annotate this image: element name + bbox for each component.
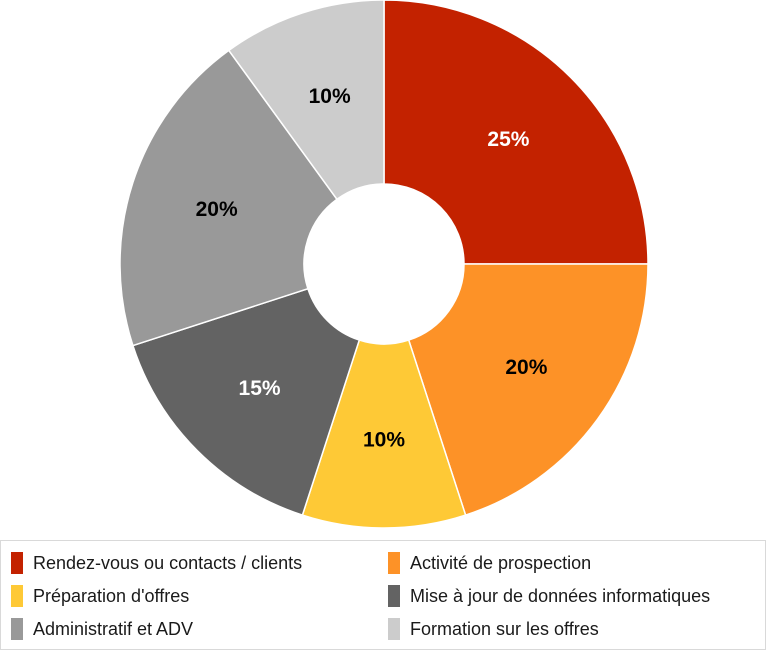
data-labels-group: 25% 20% 10% 15% 20% 10% xyxy=(196,85,548,451)
legend-item: Rendez-vous ou contacts / clients xyxy=(11,551,302,575)
legend-label: Administratif et ADV xyxy=(33,618,194,639)
legend-swatch xyxy=(388,585,400,607)
legend-label: Mise à jour de données informatiques xyxy=(410,585,711,606)
legend-swatch xyxy=(388,552,400,574)
legend-item: Préparation d'offres xyxy=(11,584,189,608)
legend-item: Mise à jour de données informatiques xyxy=(388,584,710,608)
legend-label: Préparation d'offres xyxy=(33,585,190,606)
data-label: 10% xyxy=(363,429,405,452)
legend: Rendez-vous ou contacts / clients Activit… xyxy=(0,540,766,650)
donut-chart: 25% 20% 10% 15% 20% 10% xyxy=(119,0,649,529)
legend-swatch xyxy=(11,552,23,574)
legend-label: Activité de prospection xyxy=(410,552,592,573)
data-label: 25% xyxy=(487,128,529,151)
legend-item: Formation sur les offres xyxy=(388,617,599,641)
legend-label: Formation sur les offres xyxy=(410,618,599,639)
pie-slice xyxy=(407,263,649,517)
legend-item: Activité de prospection xyxy=(388,551,591,575)
legend-item: Administratif et ADV xyxy=(11,617,193,641)
legend-swatch xyxy=(388,618,400,640)
legend-label: Rendez-vous ou contacts / clients xyxy=(33,552,303,573)
pie-slice xyxy=(131,287,361,517)
pie-slice xyxy=(227,0,385,201)
data-label: 10% xyxy=(309,85,351,108)
legend-swatch xyxy=(11,585,23,607)
data-label: 20% xyxy=(505,356,547,379)
slices-group xyxy=(119,0,649,529)
pie-slice xyxy=(301,339,467,529)
data-label: 20% xyxy=(196,198,238,221)
pie-slice xyxy=(383,0,649,265)
legend-swatch xyxy=(11,618,23,640)
data-label: 15% xyxy=(239,377,281,400)
pie-slice xyxy=(119,49,339,347)
